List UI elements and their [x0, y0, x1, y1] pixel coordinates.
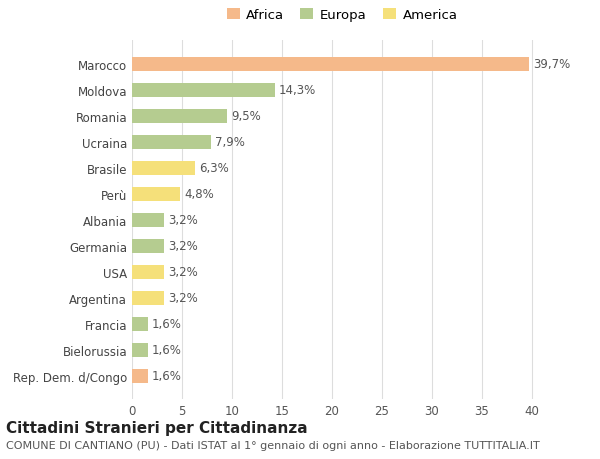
- Text: 1,6%: 1,6%: [152, 343, 182, 357]
- Bar: [132, 187, 180, 202]
- Bar: [132, 369, 148, 383]
- Bar: [132, 84, 275, 98]
- Bar: [132, 239, 164, 253]
- Bar: [132, 161, 195, 176]
- Text: 7,9%: 7,9%: [215, 136, 245, 149]
- Bar: [132, 265, 164, 280]
- Text: 1,6%: 1,6%: [152, 318, 182, 330]
- Legend: Africa, Europa, America: Africa, Europa, America: [221, 4, 463, 28]
- Text: 3,2%: 3,2%: [168, 266, 198, 279]
- Text: 14,3%: 14,3%: [279, 84, 316, 97]
- Bar: [132, 109, 227, 124]
- Text: 39,7%: 39,7%: [533, 58, 570, 71]
- Bar: [132, 213, 164, 228]
- Text: 4,8%: 4,8%: [184, 188, 214, 201]
- Text: Cittadini Stranieri per Cittadinanza: Cittadini Stranieri per Cittadinanza: [6, 420, 308, 435]
- Text: COMUNE DI CANTIANO (PU) - Dati ISTAT al 1° gennaio di ogni anno - Elaborazione T: COMUNE DI CANTIANO (PU) - Dati ISTAT al …: [6, 440, 540, 450]
- Text: 3,2%: 3,2%: [168, 291, 198, 305]
- Bar: [132, 135, 211, 150]
- Text: 6,3%: 6,3%: [199, 162, 229, 175]
- Bar: [132, 57, 529, 72]
- Bar: [132, 343, 148, 357]
- Text: 1,6%: 1,6%: [152, 369, 182, 382]
- Text: 3,2%: 3,2%: [168, 240, 198, 253]
- Bar: [132, 317, 148, 331]
- Text: 9,5%: 9,5%: [231, 110, 261, 123]
- Bar: [132, 291, 164, 305]
- Text: 3,2%: 3,2%: [168, 214, 198, 227]
